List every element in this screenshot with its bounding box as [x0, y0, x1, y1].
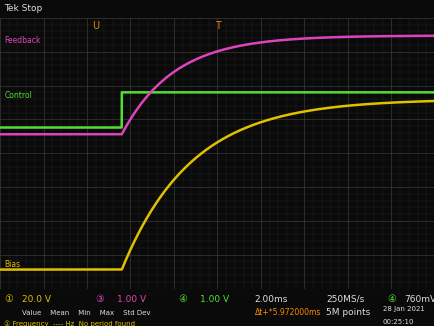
Text: ① Frequency  ---- Hz  No period found: ① Frequency ---- Hz No period found	[4, 321, 135, 326]
Text: ③: ③	[95, 294, 104, 304]
Text: Tek Stop: Tek Stop	[4, 5, 43, 13]
Text: ①: ①	[4, 294, 13, 304]
Text: 2.00ms: 2.00ms	[254, 294, 287, 304]
Text: 00:25:10: 00:25:10	[382, 319, 413, 324]
Text: ④: ④	[178, 294, 187, 304]
Text: Feedback: Feedback	[4, 37, 41, 45]
Text: 5M points: 5M points	[326, 308, 370, 318]
Text: 1.00 V: 1.00 V	[200, 294, 229, 304]
Text: T: T	[214, 21, 220, 31]
Text: ④: ④	[386, 294, 395, 304]
Text: 760mV: 760mV	[404, 294, 434, 304]
Text: 250MS/s: 250MS/s	[326, 294, 364, 304]
Text: 20.0 V: 20.0 V	[22, 294, 51, 304]
Text: Value    Mean    Min    Max    Std Dev: Value Mean Min Max Std Dev	[4, 310, 151, 316]
Text: 28 Jan 2021: 28 Jan 2021	[382, 306, 424, 312]
Text: Bias: Bias	[4, 259, 20, 269]
Text: 1.00 V: 1.00 V	[117, 294, 146, 304]
Text: U: U	[92, 21, 99, 31]
Text: Control: Control	[4, 91, 32, 99]
Text: Δt+*5.972000ms: Δt+*5.972000ms	[254, 308, 320, 318]
